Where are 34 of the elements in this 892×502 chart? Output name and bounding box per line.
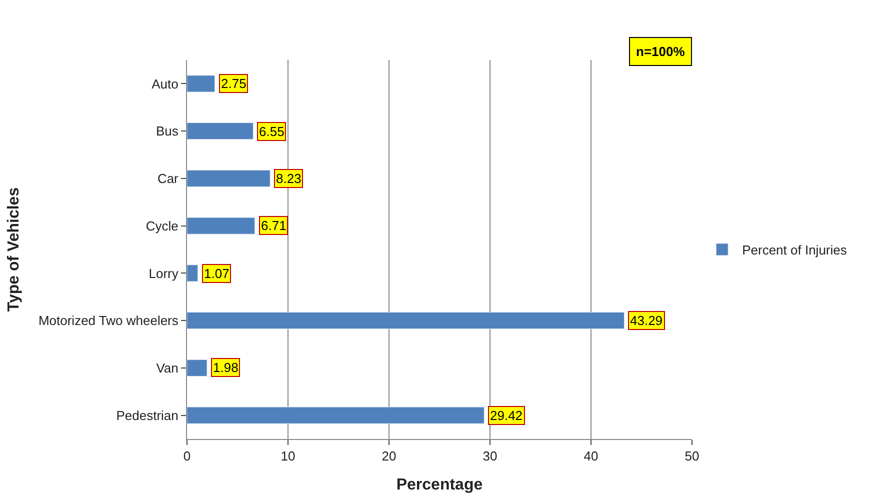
bar — [187, 75, 216, 92]
data-label: 43.29 — [630, 313, 663, 328]
x-tick-label: 0 — [183, 448, 191, 464]
y-axis-title: Type of Vehicles — [5, 187, 22, 312]
y-tick-label: Bus — [156, 124, 179, 139]
x-tick-label: 30 — [482, 448, 498, 464]
y-tick-label: Cycle — [146, 218, 178, 234]
x-tick-label: 10 — [280, 448, 296, 464]
y-tick-label: Motorized Two wheelers — [38, 313, 179, 328]
data-label: 8.23 — [276, 171, 302, 186]
x-tick-label: 20 — [382, 448, 396, 464]
data-label: 1.07 — [204, 266, 230, 281]
bar — [187, 406, 484, 424]
y-tick-label: Auto — [152, 76, 178, 92]
data-label: 2.75 — [221, 76, 246, 91]
text: n=100% — [636, 44, 686, 59]
data-label: 6.71 — [261, 218, 286, 233]
y-tick-label: Van — [156, 360, 178, 376]
x-tick-label: 50 — [684, 448, 700, 464]
data-label: 29.42 — [490, 408, 523, 423]
x-tick-label: 40 — [584, 448, 598, 464]
y-tick-label: Pedestrian — [116, 408, 178, 423]
data-label: 1.98 — [213, 360, 238, 375]
data-label: 6.55 — [259, 124, 284, 139]
bar — [187, 312, 624, 330]
y-tick-label: Lorry — [148, 266, 179, 281]
bar — [187, 359, 208, 376]
bar — [187, 264, 198, 282]
legend-label: Percent of Injuries — [742, 242, 848, 258]
bar — [187, 217, 256, 234]
x-axis-title: Percentage — [396, 476, 483, 494]
bar — [187, 122, 254, 140]
y-tick-label: Car — [157, 170, 180, 186]
bar — [187, 170, 270, 187]
